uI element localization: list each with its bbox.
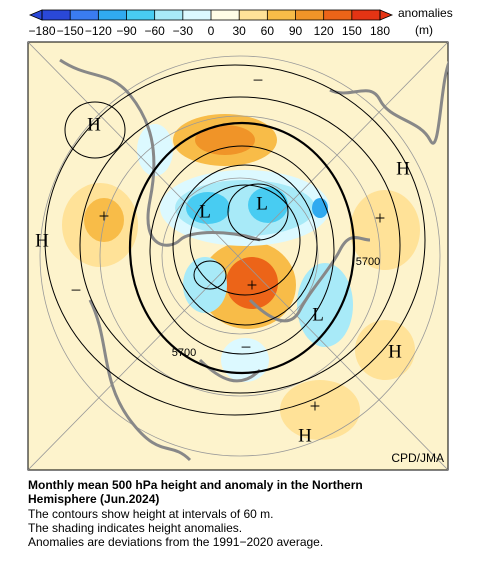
high-label: H [87, 114, 101, 135]
colorbar-segment [42, 10, 71, 20]
plus-mark: + [99, 206, 110, 227]
colorbar-segment [154, 10, 184, 20]
colorbar-tick-label: 120 [314, 24, 334, 38]
minus-mark: − [71, 280, 82, 301]
plus-mark: + [375, 208, 386, 229]
colorbar-tick-label: −180 [28, 24, 55, 38]
colorbar-tick-label: 0 [208, 24, 215, 38]
plus-mark: + [310, 396, 321, 417]
colorbar-segment [182, 10, 212, 20]
colorbar-segment [98, 10, 127, 20]
caption-text: The contours show height at intervals of… [28, 507, 323, 549]
high-label: H [396, 158, 410, 179]
colorbar-segment [295, 10, 325, 20]
caption-line: The shading indicates height anomalies. [28, 521, 243, 535]
grid-circles [28, 42, 448, 470]
colorbar-end [379, 9, 394, 21]
low-label: L [312, 304, 324, 325]
plus-mark: + [247, 275, 258, 296]
low-label: L [199, 201, 211, 222]
caption-title: Monthly mean 500 hPa height and anomaly … [28, 478, 363, 506]
caption-title-line: Monthly mean 500 hPa height and anomaly … [28, 478, 363, 492]
colorbar-segment [211, 10, 240, 20]
colorbar-segment [323, 10, 353, 20]
caption-title-line: Hemisphere (Jun.2024) [28, 492, 160, 506]
colorbar-tick-label: −90 [116, 24, 137, 38]
colorbar: −180 −150 −120 −90 −60 −30 0 30 60 90 120 150 180 [28, 9, 394, 38]
negative-anomalies [137, 124, 353, 382]
low-label: L [256, 193, 268, 214]
contour-label: 5700 [172, 347, 196, 359]
colorbar-tick-label: 180 [370, 24, 390, 38]
minus-mark: − [241, 337, 252, 358]
colorbar-label: anomalies [398, 6, 453, 20]
colorbar-segment [351, 10, 381, 20]
positive-anomalies [62, 114, 420, 440]
colorbar-tick-label: 90 [289, 24, 303, 38]
contour-label: 5700 [356, 256, 380, 268]
high-label: H [35, 230, 49, 251]
high-label: H [388, 341, 402, 362]
high-label: H [298, 425, 312, 446]
colorbar-segment [239, 10, 268, 20]
height-contours [44, 64, 426, 416]
figure: −180 −150 −120 −90 −60 −30 0 30 60 90 120 150 180 an… [27, 6, 453, 471]
caption-line: The contours show height at intervals of… [28, 507, 274, 521]
colorbar-tick-label: −120 [85, 24, 112, 38]
colorbar-end [28, 9, 43, 21]
colorbar-tick-label: 30 [232, 24, 246, 38]
credit: CPD/JMA [391, 451, 444, 465]
caption-line: Anomalies are deviations from the 1991−2… [28, 535, 324, 549]
colorbar-tick-label: −150 [57, 24, 84, 38]
colorbar-tick-label: 60 [261, 24, 275, 38]
colorbar-tick-label: −30 [173, 24, 194, 38]
colorbar-segment [70, 10, 99, 20]
minus-mark: − [253, 70, 264, 91]
colorbar-tick-label: 150 [342, 24, 362, 38]
map: H H H H H L L L + + + + − − − 5700 5700 … [27, 41, 449, 471]
colorbar-unit: (m) [415, 23, 433, 37]
colorbar-segment [126, 10, 156, 20]
colorbar-tick-label: −60 [144, 24, 165, 38]
colorbar-segment [267, 10, 296, 20]
